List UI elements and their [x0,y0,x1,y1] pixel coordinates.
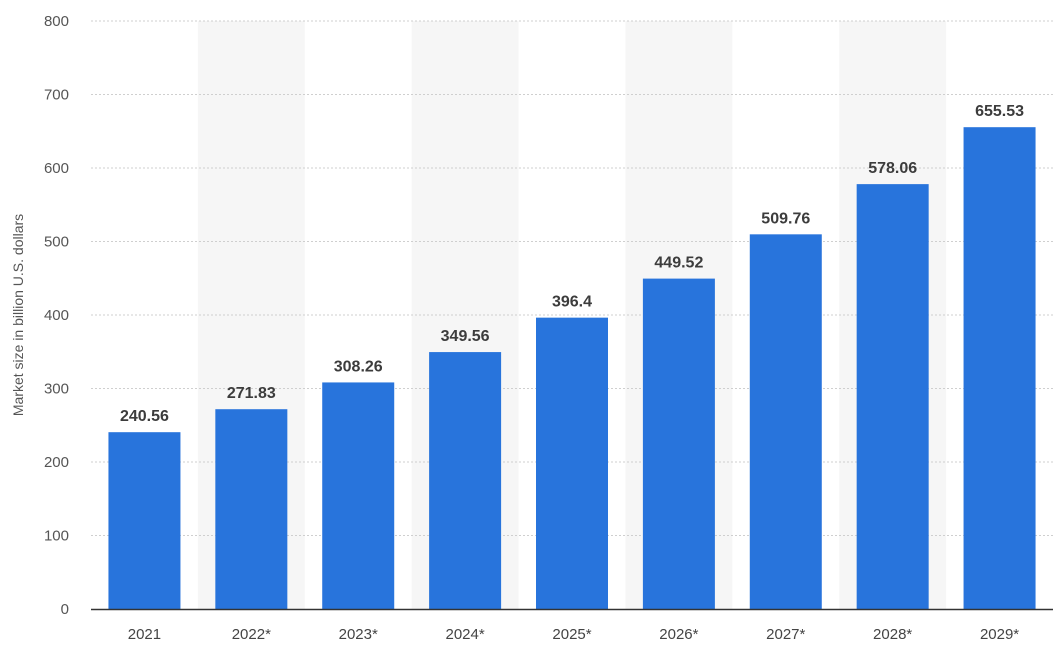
bar[interactable] [642,278,715,609]
y-tick-label: 400 [44,307,69,324]
y-tick-label: 800 [44,13,69,30]
bar[interactable] [108,432,181,609]
bar[interactable] [429,352,502,609]
data-labels: 240.56 271.83 308.26 349.56 396.4 449.52 509.7… [120,103,1024,425]
y-tick-label: 300 [44,381,69,398]
x-tick-label: 2026* [659,626,698,643]
y-tick-label: 500 [44,234,69,251]
y-axis-label: Market size in billion U.S. dollars [10,214,26,416]
bar-value-label: 308.26 [334,358,383,375]
x-tick-label: 2022* [232,626,271,643]
bar-value-label: 578.06 [868,160,917,177]
bar[interactable] [215,409,288,609]
x-tick-label: 2025* [552,626,591,643]
bar[interactable] [322,382,395,609]
bar[interactable] [963,127,1036,609]
y-axis-ticks: 0 100 200 300 400 500 600 700 800 [44,13,69,618]
bar[interactable] [749,234,822,609]
bar-value-label: 271.83 [227,385,276,402]
y-tick-label: 0 [61,601,69,618]
bar-value-label: 240.56 [120,408,169,425]
bar[interactable] [856,184,929,609]
bar-value-label: 655.53 [975,103,1024,120]
x-tick-label: 2029* [980,626,1019,643]
y-tick-label: 200 [44,454,69,471]
x-tick-label: 2028* [873,626,912,643]
bar-value-label: 349.56 [441,328,490,345]
bars [108,127,1036,609]
bar[interactable] [536,317,608,609]
x-axis-ticks: 2021 2022* 2023* 2024* 2025* 2026* 2027* 2028* 2… [128,626,1020,643]
y-tick-label: 100 [44,528,69,545]
y-tick-label: 600 [44,160,69,177]
bar-value-label: 509.76 [761,210,810,227]
bar-value-label: 396.4 [552,294,592,311]
x-tick-label: 2024* [446,626,485,643]
bar-value-label: 449.52 [654,255,703,272]
x-tick-label: 2023* [339,626,378,643]
x-tick-label: 2021 [128,626,161,643]
x-tick-label: 2027* [766,626,805,643]
y-tick-label: 700 [44,87,69,104]
